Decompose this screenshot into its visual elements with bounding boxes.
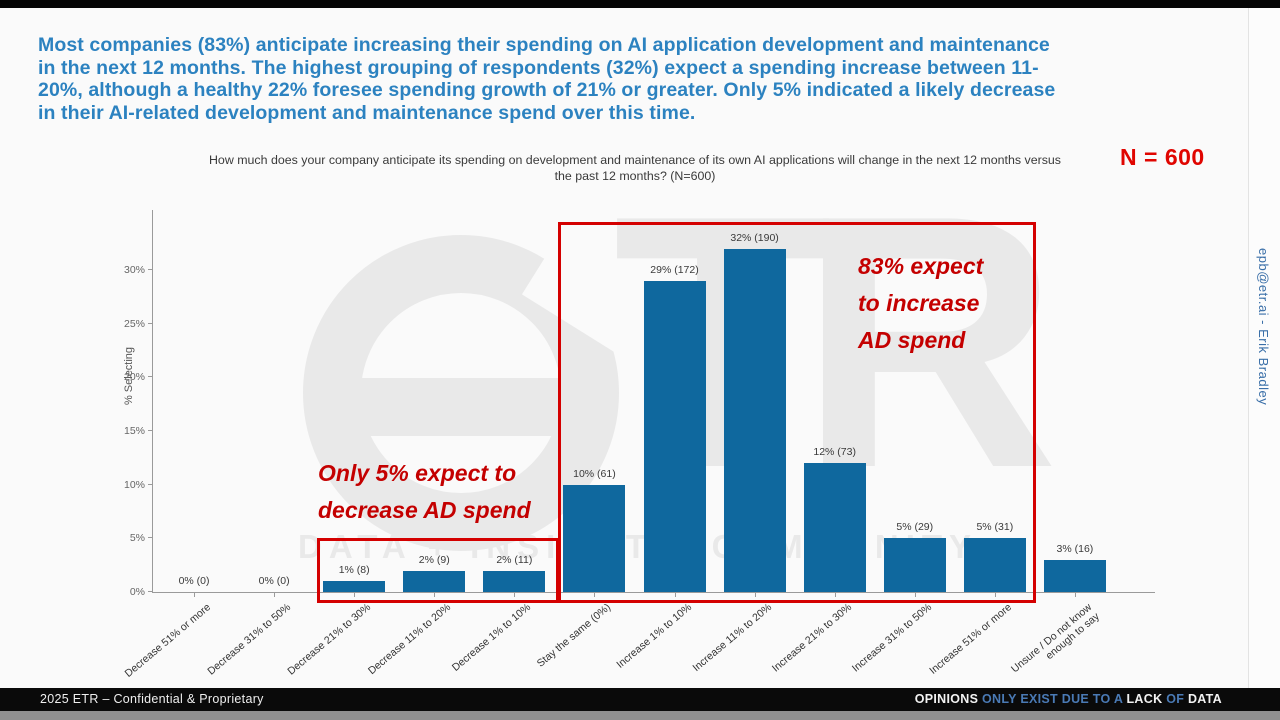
footer-left-text: 2025 ETR – Confidential & Proprietary — [40, 692, 264, 706]
footer-right-segment: ONLY EXIST DUE TO A — [982, 692, 1127, 706]
x-axis-tick-mark — [834, 592, 836, 597]
headline-line: in their AI-related development and main… — [38, 101, 696, 124]
bar — [563, 484, 626, 592]
x-axis-tick-mark — [1074, 592, 1076, 597]
bar-value-label: 29% (172) — [650, 263, 699, 276]
y-axis-tick-mark — [148, 591, 153, 592]
author-credit-vertical: epb@etr.ai - Erik Bradley — [1256, 248, 1271, 406]
bar-slot: 10% (61) — [554, 210, 634, 592]
annotation-line: AD spend — [858, 327, 966, 353]
x-axis-tick-mark — [674, 592, 676, 597]
bar-value-label: 2% (11) — [496, 553, 533, 566]
y-axis-tick-mark — [148, 537, 153, 539]
etr-watermark-e-bar — [323, 378, 613, 436]
bar-slot: 1% (8) — [314, 210, 394, 592]
y-axis-tick-label: 15% — [123, 425, 145, 438]
right-side-strip: epb@etr.ai - Erik Bradley — [1248, 8, 1280, 688]
bar-slot: 0% (0) — [154, 210, 234, 592]
bar-value-label: 10% (61) — [573, 467, 616, 480]
bar — [1043, 559, 1106, 592]
y-axis-tick-label: 10% — [123, 478, 145, 491]
annotation-line: 83% expect — [858, 253, 984, 279]
bar — [403, 570, 466, 592]
decrease-highlight-box — [317, 538, 559, 603]
bars-row: 0% (0) 0% (0) 1% (8) 2% (9) 2% (11) 10% (61) 2… — [154, 210, 1115, 592]
increase-annotation: 83% expect to increase AD spend — [858, 248, 983, 359]
chart-title-line: How much does your company anticipate it… — [208, 153, 1061, 167]
x-axis-tick-mark — [194, 592, 196, 597]
footer-right-segment: LACK — [1126, 692, 1167, 706]
x-axis-tick-mark — [274, 592, 276, 597]
headline-line: 20%, although a healthy 22% foresee spen… — [38, 79, 1056, 101]
bar-slot: 0% (0) — [234, 210, 314, 592]
y-axis-tick-mark — [148, 483, 153, 485]
y-axis-tick-mark — [148, 322, 153, 324]
headline-text: Most companies (83%) anticipate increasi… — [38, 34, 1228, 124]
annotation-line: to increase — [858, 290, 980, 316]
bar — [323, 581, 386, 592]
y-axis-tick-label: 25% — [123, 317, 145, 330]
bar — [803, 463, 866, 592]
annotation-line: Only 5% expect to — [318, 460, 517, 486]
x-axis-tick-mark — [434, 592, 436, 597]
increase-highlight-box — [558, 222, 1036, 603]
bar-slot: 3% (16) — [1035, 210, 1115, 592]
bar — [723, 248, 786, 592]
y-axis-tick-mark — [148, 269, 153, 271]
bar — [883, 538, 946, 592]
footer-right-segment: OF — [1166, 692, 1188, 706]
x-axis-tick-mark — [914, 592, 916, 597]
sample-size-badge: N = 600 — [1120, 144, 1205, 170]
bar-value-label: 0% (0) — [258, 575, 290, 587]
footer-right: OPINIONS ONLY EXIST DUE TO A LACK OF DAT… — [915, 688, 1222, 711]
y-axis-tick-label: 30% — [123, 264, 145, 277]
headline-line: in the next 12 months. The highest group… — [38, 56, 1039, 79]
bar-slot: 2% (9) — [394, 210, 474, 592]
footer-right-segment: DATA — [1187, 692, 1222, 706]
x-axis-tick-mark — [994, 592, 996, 597]
chart-title: How much does your company anticipate it… — [152, 152, 1118, 184]
x-axis-tick-mark — [514, 592, 516, 597]
bar-value-label: 32% (190) — [730, 231, 779, 244]
decrease-annotation: Only 5% expect to decrease AD spend — [318, 455, 531, 529]
x-axis-tick-mark — [754, 592, 756, 597]
bar-slot: 5% (29) — [875, 210, 955, 592]
top-black-bar — [0, 0, 1280, 8]
bar — [643, 280, 706, 592]
footer-right-segment: OPINIONS — [914, 692, 983, 706]
bottom-gray-strip — [0, 711, 1280, 720]
bar-value-label: 5% (31) — [976, 521, 1014, 534]
y-axis-tick-mark — [148, 430, 153, 432]
bar-value-label: 0% (0) — [178, 575, 210, 587]
bar-slot: 2% (11) — [474, 210, 554, 592]
y-axis-tick-label: 5% — [129, 532, 145, 545]
bar — [963, 538, 1026, 592]
y-axis-tick-label: 0% — [129, 586, 145, 598]
bar-value-label: 3% (16) — [1056, 542, 1094, 555]
bar-value-label: 1% (8) — [338, 564, 370, 577]
bar-slot: 12% (73) — [795, 210, 875, 592]
bar-slot: 5% (31) — [955, 210, 1035, 592]
chart-title-line: the past 12 months? (N=600) — [554, 169, 716, 183]
bar-slot: 32% (190) — [715, 210, 795, 592]
annotation-line: decrease AD spend — [318, 497, 531, 523]
bar-value-label: 5% (29) — [896, 521, 934, 534]
x-axis-tick-mark — [594, 592, 596, 597]
bar — [483, 570, 546, 592]
bar-value-label: 12% (73) — [813, 446, 856, 459]
y-axis-tick-mark — [148, 376, 153, 378]
headline-line: Most companies (83%) anticipate increasi… — [38, 34, 1050, 56]
footer-bar: 2025 ETR – Confidential & Proprietary OP… — [0, 688, 1280, 711]
bar-slot: 29% (172) — [634, 210, 714, 592]
bar-value-label: 2% (9) — [418, 553, 450, 566]
x-axis-tick-mark — [354, 592, 356, 597]
y-axis-tick-label: 20% — [123, 371, 145, 384]
